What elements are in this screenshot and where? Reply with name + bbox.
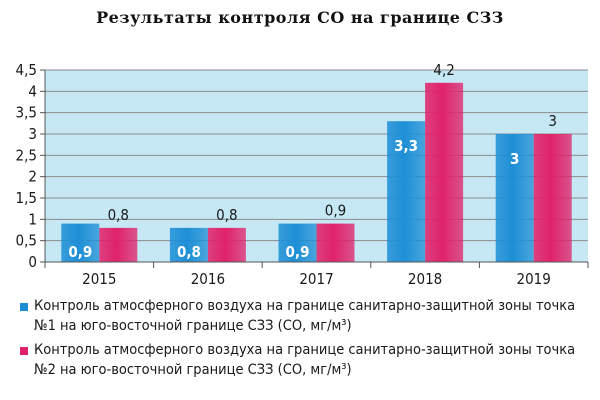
x-tick-label: 2016 — [191, 270, 225, 288]
legend: Контроль атмосферного воздуха на границе… — [20, 296, 590, 384]
data-label-series-2-2015: 0,8 — [108, 206, 129, 224]
legend-item-series-2: Контроль атмосферного воздуха на границе… — [20, 340, 590, 380]
y-tick-label: 4,5 — [16, 61, 37, 79]
legend-item-series-1: Контроль атмосферного воздуха на границе… — [20, 296, 590, 336]
legend-label-series-1: Контроль атмосферного воздуха на границе… — [34, 298, 576, 334]
x-tick-label: 2019 — [517, 270, 551, 288]
y-tick-label: 0,5 — [16, 232, 37, 250]
bar-series-1-2015 — [61, 223, 100, 262]
y-tick-label: 2 — [28, 168, 37, 186]
data-label-series-1-2016: 0,8 — [177, 243, 201, 261]
y-tick-label: 4 — [28, 82, 37, 100]
data-label-series-2-2018: 4,2 — [433, 61, 454, 79]
bar-series-1-2017 — [278, 223, 317, 262]
bar-series-1-2018 — [387, 121, 426, 262]
x-tick-label: 2017 — [299, 270, 333, 288]
y-tick-label: 0 — [28, 253, 37, 271]
y-tick-label: 1,5 — [16, 189, 37, 207]
data-label-series-2-2019: 3 — [548, 112, 557, 130]
y-axis: 0 0,5 1 1,5 2 2,5 3 3,5 4 4,5 — [16, 61, 46, 271]
y-tick-label: 3,5 — [16, 104, 37, 122]
x-axis: 2015 2016 2017 2018 2019 — [44, 261, 589, 288]
x-tick-label: 2015 — [82, 270, 116, 288]
data-label-series-1-2019: 3 — [510, 150, 519, 168]
legend-swatch-series-2 — [20, 347, 28, 355]
bar-series-1-2019 — [495, 134, 534, 262]
data-label-series-2-2016: 0,8 — [216, 206, 237, 224]
bar-chart: 0 0,5 1 1,5 2 2,5 3 3,5 4 4,5 0,9 0,8 0,8 0,8 0,9 0,9 3… — [16, 61, 589, 288]
bar-series-2-2016 — [207, 227, 246, 262]
data-label-series-2-2017: 0,9 — [325, 202, 346, 220]
x-tick-label: 2018 — [408, 270, 442, 288]
y-tick-label: 2,5 — [16, 146, 37, 164]
legend-swatch-series-1 — [20, 303, 28, 311]
data-label-series-1-2015: 0,9 — [68, 243, 92, 261]
bars — [61, 82, 572, 262]
y-tick-label: 3 — [28, 125, 37, 143]
y-tick-label: 1 — [28, 210, 37, 228]
legend-label-series-2: Контроль атмосферного воздуха на границе… — [34, 342, 576, 378]
data-labels: 0,9 0,8 0,8 0,8 0,9 0,9 3,3 4,2 3 3 — [68, 61, 557, 261]
bar-series-2-2017 — [316, 223, 355, 262]
bar-series-1-2016 — [169, 227, 208, 262]
bar-series-2-2019 — [533, 134, 572, 262]
data-label-series-1-2017: 0,9 — [286, 243, 310, 261]
chart-title: Результаты контроля CO на границе СЗЗ — [96, 8, 504, 27]
bar-series-2-2015 — [99, 227, 138, 262]
data-label-series-1-2018: 3,3 — [394, 137, 418, 155]
bar-series-2-2018 — [425, 82, 464, 262]
